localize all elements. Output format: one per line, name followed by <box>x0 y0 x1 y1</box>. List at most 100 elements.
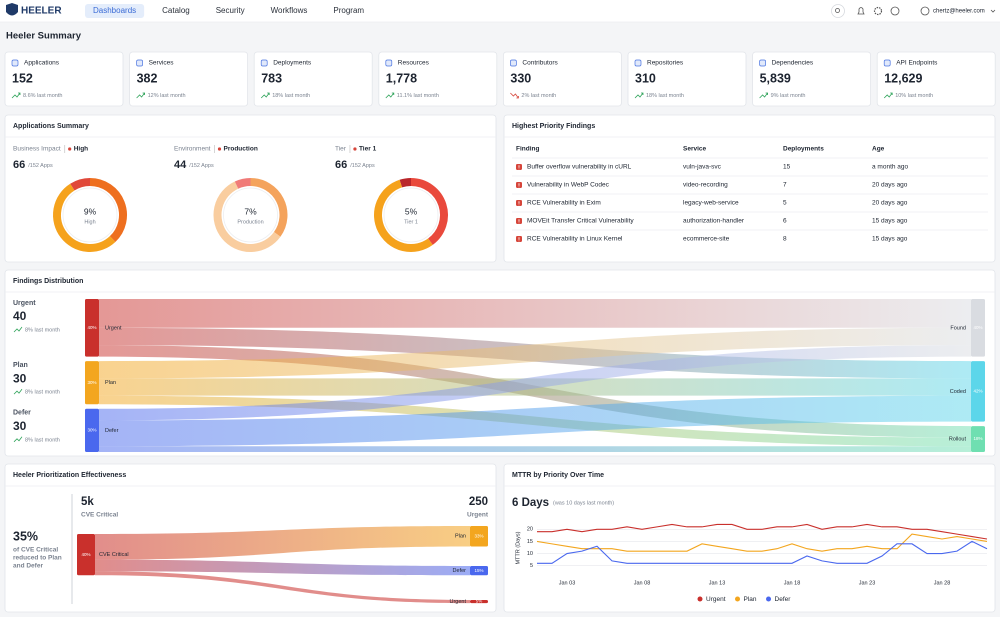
filter-dot <box>353 147 357 151</box>
search-button[interactable] <box>831 4 845 18</box>
table-cell: a month ago <box>872 164 909 171</box>
stat-card <box>752 51 871 107</box>
table-cell: vuln-java-svc <box>683 164 722 171</box>
target-node <box>971 299 985 357</box>
flow <box>95 571 470 604</box>
stat-change: 10% last month <box>895 93 933 99</box>
legend-swatch <box>766 596 772 602</box>
nav-tab-label[interactable]: Workflows <box>271 6 308 15</box>
priority-name: Urgent <box>13 300 36 307</box>
bell-icon[interactable] <box>857 7 865 15</box>
flow <box>99 299 971 328</box>
table-cell[interactable]: Buffer overflow vulnerability in cURL <box>527 164 632 171</box>
donut-inner <box>62 187 118 243</box>
legend-label: Urgent <box>706 596 726 603</box>
y-tick-label: 10 <box>527 551 533 557</box>
donut-segment <box>250 178 288 237</box>
stat-card <box>129 51 249 107</box>
table-cell[interactable]: Vulnerability in WebP Codec <box>527 182 610 189</box>
donut-center: 7% <box>244 206 257 216</box>
stat-value: 310 <box>635 71 656 85</box>
donut-total: /152 Apps <box>189 163 214 169</box>
table-cell: 7 <box>783 182 787 189</box>
applications-summary-panel <box>4 114 497 263</box>
priority-change: 8% last month <box>25 390 60 396</box>
nav-tab-label[interactable]: Dashboards <box>93 6 136 15</box>
brand: HEELER <box>21 6 62 17</box>
target-node <box>971 426 985 452</box>
donut-segment <box>410 178 448 245</box>
panel-title: Applications Summary <box>13 123 89 130</box>
stat-label: Deployments <box>273 60 312 67</box>
donut-segment <box>234 178 251 189</box>
target-node <box>470 526 488 547</box>
series-line <box>536 533 988 552</box>
node-name: Urgent <box>449 599 466 605</box>
y-tick-label: 20 <box>527 527 533 533</box>
priority-change: 8% last month <box>25 327 60 333</box>
donut-segment <box>399 178 412 188</box>
stat-value: 783 <box>261 71 282 85</box>
stat-value: 382 <box>137 71 158 85</box>
avatar[interactable] <box>920 6 930 16</box>
right-caption: Urgent <box>467 512 489 519</box>
stat-label: API Endpoints <box>896 60 938 67</box>
node-name: Defer <box>453 568 467 574</box>
donut-center: 5% <box>405 206 418 216</box>
priority-count: 30 <box>13 419 27 433</box>
trend-arrow <box>136 92 145 99</box>
trend-arrow <box>11 92 21 99</box>
source-node <box>85 361 99 405</box>
legend-label: Defer <box>775 596 792 603</box>
x-tick-label: Jan 08 <box>634 580 651 586</box>
nav-tab-label[interactable]: Program <box>333 6 364 15</box>
filter-dot <box>68 147 72 151</box>
left-caption: CVE Critical <box>81 512 118 519</box>
panel-title: Findings Distribution <box>13 278 83 285</box>
headline-text: of CVE Critical <box>13 547 58 554</box>
stat-card <box>253 51 373 107</box>
series-line <box>537 540 988 564</box>
nav-tab-label[interactable]: Catalog <box>162 6 190 15</box>
headline-text: reduced to Plan <box>13 555 62 562</box>
panel-title: MTTR by Priority Over Time <box>512 472 604 479</box>
panel-title: Highest Priority Findings <box>512 123 595 130</box>
stat-value: 330 <box>510 71 531 85</box>
stat-icon <box>260 59 268 67</box>
table-cell: 8 <box>783 236 787 243</box>
user-email[interactable]: chertz@heeler.com <box>933 9 985 15</box>
node-value: 30% <box>87 428 96 433</box>
donut-inner <box>383 187 439 243</box>
left-total: 5k <box>81 496 94 508</box>
user-menu-chevron[interactable] <box>990 9 996 13</box>
node-value: 5% <box>476 599 483 604</box>
table-cell[interactable]: RCE Vulnerability in Exim <box>527 200 601 207</box>
nav-tab[interactable] <box>85 4 145 18</box>
nav-tab-label[interactable]: Security <box>216 6 245 15</box>
stat-change: 9% last month <box>771 93 806 99</box>
filter-dot <box>217 147 222 151</box>
x-tick-label: Jan 28 <box>934 580 951 586</box>
x-tick-label: Jan 23 <box>859 580 876 586</box>
x-tick-label: Jan 03 <box>559 580 576 586</box>
table-cell: 15 <box>783 164 791 171</box>
y-tick-label: 15 <box>527 539 533 545</box>
table-cell: 5 <box>783 200 787 207</box>
table-cell[interactable]: RCE Vulnerability in Linux Kernel <box>527 236 623 243</box>
help-icon[interactable] <box>890 6 900 16</box>
stat-value: 5,839 <box>760 71 791 85</box>
stat-card <box>378 51 498 107</box>
settings-icon[interactable] <box>873 6 883 16</box>
donut-inner <box>223 187 278 243</box>
right-total: 250 <box>469 496 488 508</box>
flow <box>99 327 971 379</box>
donut-filter: Production <box>224 146 258 153</box>
donut-count: 66 <box>335 159 347 171</box>
stat-label: Services <box>149 60 175 67</box>
trend-arrow <box>510 92 519 99</box>
table-cell[interactable]: MOVEit Transfer Critical Vulnerability <box>527 218 634 225</box>
node-name: Plan <box>105 380 116 386</box>
donut-filter: Tier 1 <box>359 146 377 153</box>
trend-arrow <box>883 92 893 99</box>
donut-group: Tier <box>335 146 347 153</box>
